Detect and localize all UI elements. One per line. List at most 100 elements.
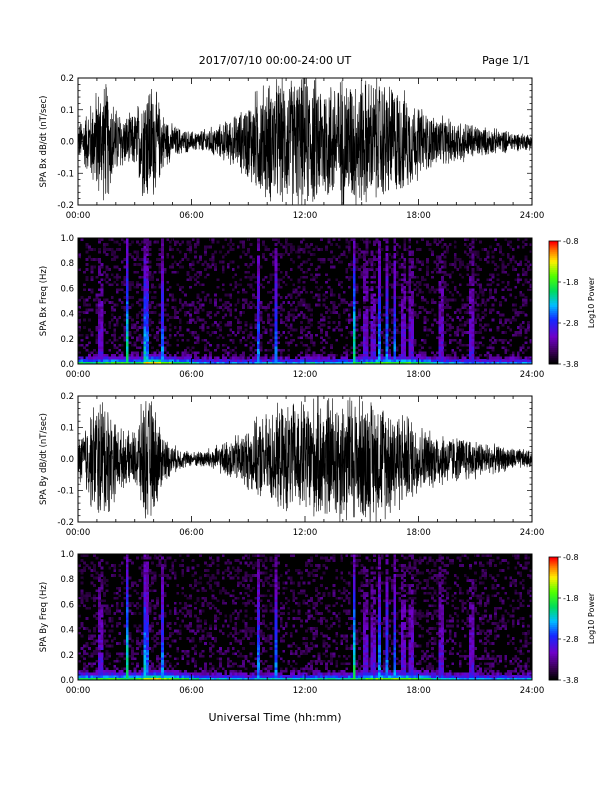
- spectrogram-cell: [373, 263, 376, 267]
- spectrogram-cell: [468, 301, 472, 304]
- spectrogram-cell: [125, 667, 129, 671]
- spectrogram-cell: [95, 358, 99, 362]
- spectrogram-cell: [451, 348, 455, 352]
- spectrogram-cell: [370, 316, 374, 319]
- spectrogram-cell: [100, 306, 104, 309]
- spectrogram-cell: [484, 288, 487, 292]
- spectrogram-cell: [103, 674, 107, 678]
- spectrogram-cell: [380, 318, 384, 322]
- spectrogram-cell: [385, 336, 389, 340]
- spectrogram-cell: [100, 316, 104, 319]
- spectrogram-cell: [83, 604, 86, 608]
- spectrogram-cell: [171, 639, 175, 643]
- spectrogram-cell: [322, 303, 326, 307]
- spectrogram-cell: [418, 343, 422, 347]
- spectrogram-cell: [125, 627, 129, 630]
- spectrogram-cell: [93, 361, 96, 365]
- spectrogram-cell: [100, 586, 104, 590]
- spectrogram-cell: [153, 606, 157, 610]
- spectrogram-cell: [204, 321, 207, 324]
- spectrogram-cell: [143, 622, 147, 625]
- spectrogram-cell: [299, 240, 303, 244]
- spectrogram-cell: [504, 358, 508, 362]
- spectrogram-cell: [479, 258, 482, 261]
- spectrogram-cell: [410, 275, 414, 279]
- spectrogram-cell: [181, 559, 185, 562]
- spectrogram-cell: [315, 275, 318, 279]
- spectrogram-cell: [216, 306, 220, 309]
- spectrogram-cell: [158, 303, 162, 307]
- spectrogram-cell: [146, 561, 149, 565]
- spectrogram-cell: [136, 321, 139, 324]
- spectrogram-cell: [100, 574, 104, 577]
- y-tick-label: 0.0: [60, 138, 74, 148]
- spectrogram-cell: [269, 290, 273, 294]
- spectrogram-cell: [378, 356, 381, 360]
- spectrogram-cell: [385, 278, 389, 282]
- spectrogram-cell: [143, 253, 147, 256]
- spectrogram-cell: [269, 253, 273, 256]
- spectrogram-cell: [146, 644, 149, 648]
- spectrogram-cell: [125, 586, 129, 590]
- spectrogram-cell: [199, 273, 202, 277]
- spectrogram-cell: [257, 358, 260, 362]
- spectrogram-cell: [403, 273, 407, 277]
- spectrogram-cell: [292, 338, 296, 342]
- spectrogram-cell: [120, 601, 124, 605]
- spectrogram-cell: [83, 311, 86, 314]
- spectrogram-cell: [156, 604, 160, 608]
- spectrogram-cell: [138, 263, 142, 267]
- spectrogram-cell: [274, 248, 278, 251]
- spectrogram-cell: [383, 336, 387, 340]
- spectrogram-cell: [118, 569, 122, 572]
- spectrogram-cell: [161, 351, 165, 355]
- spectrogram-cell: [461, 361, 465, 365]
- spectrogram-cell: [78, 351, 81, 355]
- spectrogram-cell: [514, 356, 518, 360]
- spectrogram-cell: [471, 338, 475, 342]
- spectrogram-cell: [188, 285, 192, 289]
- spectrogram-cell: [88, 341, 91, 345]
- spectrogram-cell: [146, 576, 149, 580]
- spectrogram-cell: [448, 341, 452, 345]
- spectrogram-cell: [521, 346, 525, 350]
- spectrogram-cell: [262, 255, 265, 259]
- spectrogram-cell: [350, 361, 354, 365]
- spectrogram-cell: [320, 258, 323, 261]
- spectrogram-cell: [156, 331, 160, 335]
- spectrogram-cell: [98, 288, 101, 292]
- spectrogram-cell: [252, 343, 255, 347]
- spectrogram-cell: [410, 336, 414, 340]
- spectrogram-cell: [95, 328, 99, 332]
- spectrogram-cell: [403, 328, 407, 332]
- spectrogram-cell: [395, 331, 399, 335]
- spectrogram-cell: [431, 298, 434, 302]
- spectrogram-cell: [161, 659, 165, 663]
- spectrogram-cell: [204, 669, 207, 673]
- spectrogram-cell: [201, 283, 205, 287]
- spectrogram-cell: [257, 295, 260, 299]
- spectrogram-cell: [305, 260, 308, 264]
- spectrogram-cell: [506, 356, 510, 360]
- spectrogram-cell: [90, 333, 94, 337]
- spectrogram-cell: [173, 316, 177, 319]
- spectrogram-cell: [103, 664, 107, 668]
- spectrogram-cell: [415, 361, 419, 365]
- spectrogram-cell: [365, 260, 369, 264]
- colorbar-segment: [549, 271, 558, 275]
- spectrogram-cell: [133, 326, 137, 330]
- spectrogram-cell: [133, 341, 137, 345]
- spectrogram-cell: [441, 333, 445, 337]
- spectrogram-cell: [143, 245, 147, 249]
- spectrogram-cell: [181, 674, 185, 678]
- spectrogram-cell: [161, 258, 165, 261]
- spectrogram-cell: [526, 265, 530, 269]
- spectrogram-cell: [279, 278, 283, 282]
- spectrogram-cell: [388, 311, 392, 314]
- spectrogram-cell: [85, 250, 89, 254]
- spectrogram-cell: [274, 306, 278, 309]
- spectrogram-cell: [274, 361, 278, 365]
- spectrogram-cell: [302, 316, 306, 319]
- spectrogram-cell: [224, 348, 228, 352]
- spectrogram-cell: [196, 295, 200, 299]
